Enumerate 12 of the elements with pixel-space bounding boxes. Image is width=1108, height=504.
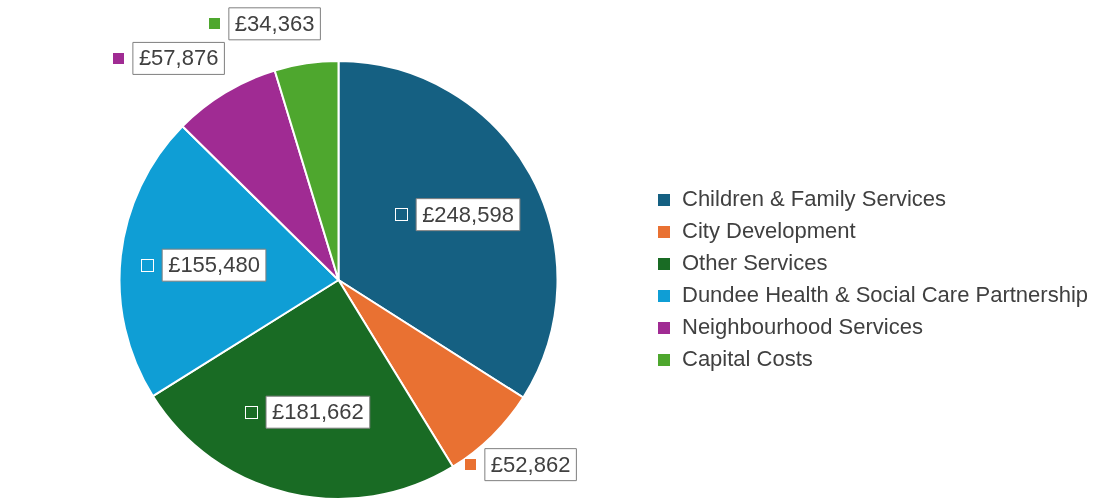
data-label: £248,598	[422, 201, 514, 227]
legend-label: Capital Costs	[682, 346, 813, 372]
legend-label: Other Services	[682, 250, 828, 276]
data-label: £155,480	[168, 252, 260, 278]
legend-label: Neighbourhood Services	[682, 314, 923, 340]
legend-label: Dundee Health & Social Care Partnership	[682, 282, 1089, 308]
data-label: £181,662	[272, 399, 364, 425]
legend-label: City Development	[682, 218, 856, 244]
data-label: £57,876	[138, 45, 219, 71]
data-label: £34,363	[234, 10, 315, 36]
data-label: £52,862	[490, 451, 571, 477]
legend-label: Children & Family Services	[682, 186, 947, 212]
